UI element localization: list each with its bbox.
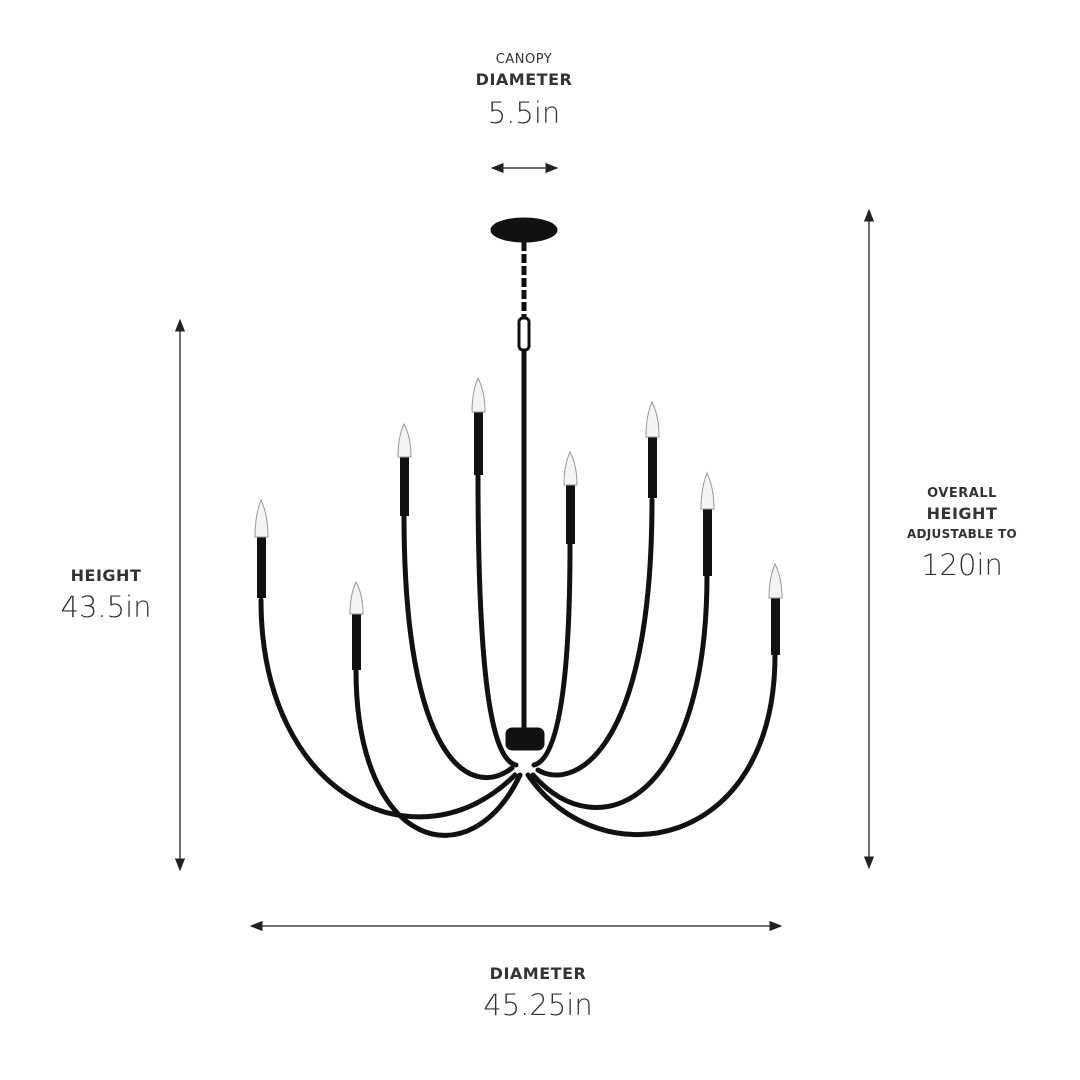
canopy-label-line1: CANOPY — [495, 52, 553, 67]
diameter-value: 45.25in — [483, 988, 593, 1022]
arms — [258, 472, 778, 838]
chandelier-illustration — [254, 217, 783, 838]
candle — [768, 562, 783, 655]
overall-height-line2: HEIGHT — [926, 504, 998, 523]
candles — [254, 376, 783, 670]
candle — [700, 471, 715, 576]
candle — [645, 400, 660, 498]
loop — [517, 316, 531, 352]
height-label: HEIGHT — [70, 566, 142, 585]
height-value: 43.5in — [60, 590, 152, 624]
hub — [505, 727, 545, 751]
overall-height-value: 120in — [921, 548, 1003, 582]
candle — [563, 450, 578, 544]
overall-height-line1: OVERALL — [927, 486, 997, 501]
candle — [349, 580, 364, 670]
canopy-label-line2: DIAMETER — [475, 70, 573, 89]
candle — [471, 376, 486, 475]
overall-height-line3: ADJUSTABLE TO — [906, 527, 1018, 541]
candle — [397, 422, 412, 516]
canopy-diameter-value: 5.5in — [487, 96, 561, 130]
candle — [254, 498, 269, 598]
diameter-label: DIAMETER — [489, 964, 587, 983]
canopy — [490, 217, 558, 243]
